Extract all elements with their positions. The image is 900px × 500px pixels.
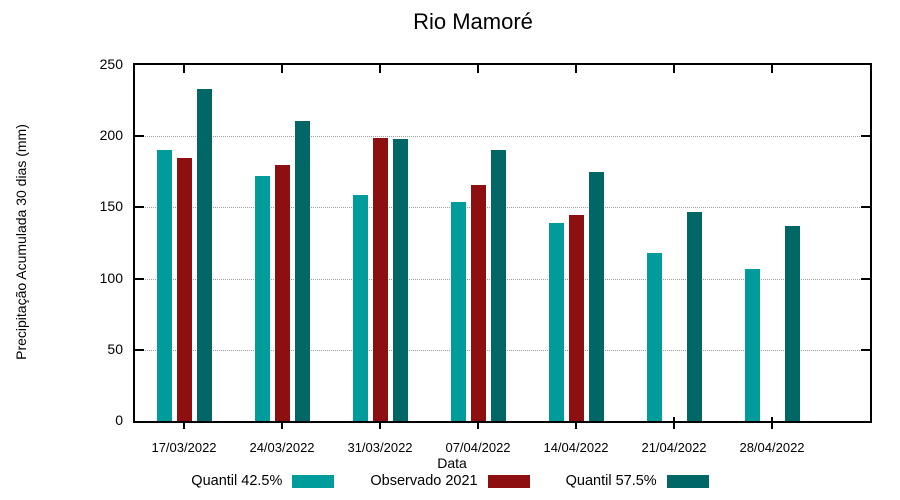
bar	[588, 171, 604, 421]
legend-swatch	[292, 474, 335, 488]
bar	[548, 223, 564, 421]
bar	[470, 184, 486, 421]
legend-label: Observado 2021	[370, 473, 478, 489]
y-tick-mark	[135, 206, 144, 209]
legend-item: Observado 2021	[370, 473, 530, 489]
legend-swatch	[666, 474, 709, 488]
x-tick-mark	[281, 417, 283, 429]
y-tick-label: 200	[99, 127, 123, 144]
x-tick-mark	[575, 417, 577, 429]
bar	[392, 139, 408, 421]
x-tick-mark	[477, 417, 479, 429]
x-tick-label: 28/04/2022	[739, 440, 805, 455]
x-tick-mark	[183, 65, 185, 73]
bar	[646, 252, 662, 421]
legend-swatch	[487, 474, 530, 488]
x-tick-mark	[673, 417, 675, 429]
y-tick-mark	[861, 348, 870, 351]
bar	[294, 120, 310, 421]
bar	[176, 157, 192, 421]
x-tick-label: 31/03/2022	[347, 440, 413, 455]
bar	[274, 164, 290, 421]
y-tick-mark	[861, 206, 870, 209]
y-tick-label: 250	[99, 56, 123, 72]
plot-area	[133, 63, 872, 429]
bar	[156, 150, 172, 421]
x-tick-mark	[477, 65, 479, 73]
legend: Quantil 42.5% Observado 2021 Quantil 57.5%	[0, 473, 900, 489]
bar	[372, 137, 388, 421]
x-tick-mark	[281, 65, 283, 73]
y-tick-mark	[861, 135, 870, 138]
x-tick-mark	[379, 417, 381, 429]
bar	[254, 176, 270, 421]
bar	[352, 194, 368, 421]
y-tick-label: 150	[99, 198, 123, 215]
x-tick-label: 24/03/2022	[249, 440, 315, 455]
bar	[490, 150, 506, 421]
y-axis-label: Precipitação Acumulada 30 dias (mm)	[13, 124, 29, 360]
bar	[686, 211, 702, 421]
y-tick-mark	[135, 277, 144, 280]
bar	[744, 268, 760, 421]
x-tick-mark	[771, 65, 773, 73]
bar	[450, 201, 466, 421]
y-tick-label: 50	[107, 340, 123, 357]
x-tick-mark	[183, 417, 185, 429]
legend-label: Quantil 42.5%	[191, 473, 283, 489]
x-tick-mark	[771, 417, 773, 429]
legend-item: Quantil 57.5%	[566, 473, 709, 489]
chart-title: Rio Mamoré	[413, 9, 533, 34]
legend-label: Quantil 57.5%	[565, 473, 657, 489]
x-tick-label: 14/04/2022	[543, 440, 609, 455]
bar	[784, 225, 800, 421]
legend-item: Quantil 42.5%	[191, 473, 335, 489]
y-tick-mark	[135, 348, 144, 351]
x-tick-mark	[673, 65, 675, 73]
x-tick-label: 07/04/2022	[445, 440, 511, 455]
y-tick-mark	[135, 135, 144, 138]
y-tick-label: 0	[115, 412, 123, 428]
y-tick-label: 100	[99, 269, 123, 286]
y-tick-mark	[861, 277, 870, 280]
bar	[568, 214, 584, 421]
x-tick-mark	[575, 65, 577, 73]
x-tick-mark	[379, 65, 381, 73]
gridline	[135, 136, 870, 138]
x-tick-label: 21/04/2022	[641, 440, 707, 455]
bar	[196, 89, 212, 421]
x-axis-label: Data	[437, 455, 467, 471]
x-tick-label: 17/03/2022	[151, 440, 217, 455]
